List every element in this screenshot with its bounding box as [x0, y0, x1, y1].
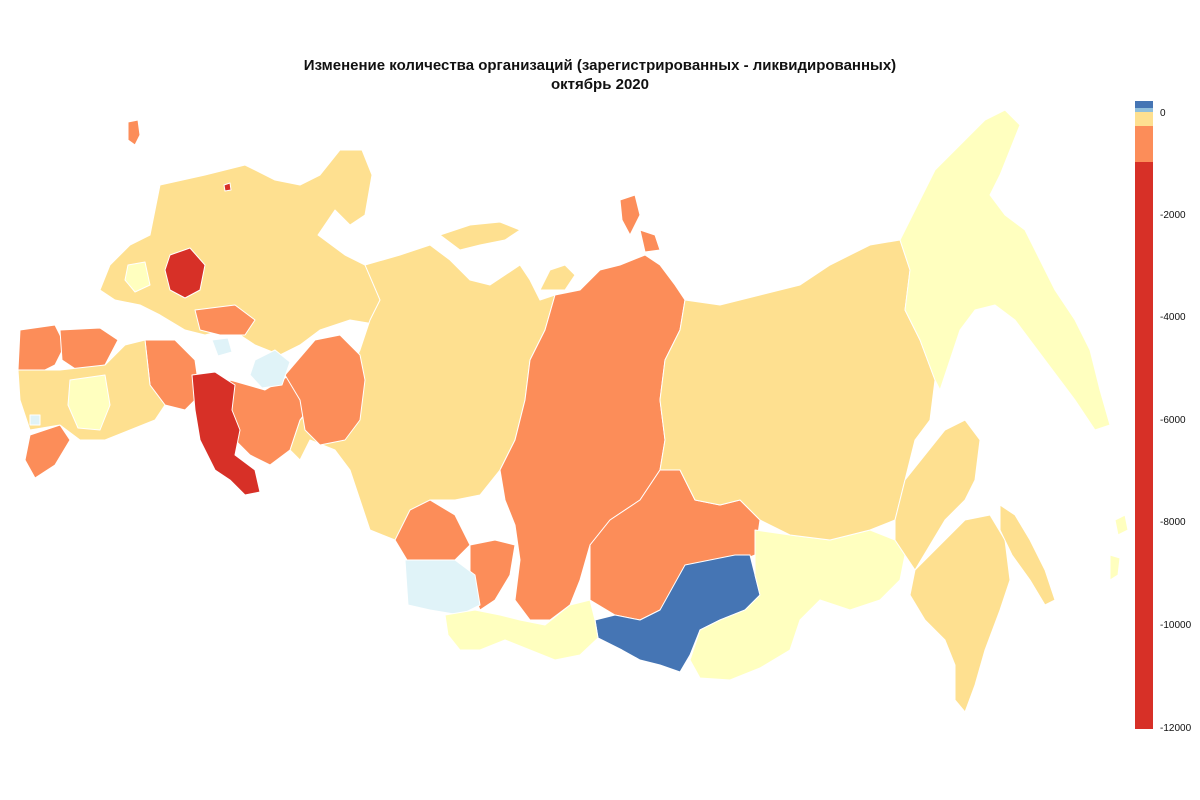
region-zabaykalsky [689, 529, 906, 681]
region-murmansk-red [223, 182, 232, 192]
region-novaya-zemlya [439, 221, 521, 251]
region-west-orange-1 [17, 324, 66, 376]
region-pale-blue-1 [249, 349, 291, 389]
title-line-1: Изменение количества организаций (зареги… [303, 57, 897, 74]
legend-tick-minus-6000: -6000 [1160, 415, 1186, 426]
region-far-east-pale [899, 109, 1111, 431]
legend-tick-minus-8000: -8000 [1160, 517, 1186, 528]
legend-tick-minus-2000: -2000 [1160, 210, 1186, 221]
region-amur-primorye [909, 514, 1011, 713]
region-nw-orange [194, 304, 256, 336]
region-buryatia [594, 554, 761, 673]
title-line-2: октябрь 2020 [551, 76, 649, 93]
legend-band-orange [1135, 126, 1153, 162]
legend-band-dark-blue [1135, 101, 1153, 108]
legend-band-dark-red [1135, 162, 1153, 729]
region-south-belt-pale [444, 599, 599, 661]
region-volga-orange [284, 334, 366, 446]
region-altai-pale-blue [404, 559, 481, 616]
region-small-island-east [1109, 554, 1121, 581]
region-sakhalin [999, 504, 1056, 606]
region-north-island-orange-2 [639, 229, 661, 253]
region-pale-blue-3 [29, 414, 41, 426]
legend-tick-minus-4000: -4000 [1160, 312, 1186, 323]
region-khabarovsk [894, 419, 981, 571]
region-west-pale [67, 374, 111, 431]
region-pale-blue-2 [211, 337, 233, 357]
region-dark-red-south [191, 371, 261, 496]
legend-band-mid-blue [1135, 108, 1153, 112]
region-north-island-orange [619, 194, 641, 236]
region-kaliningrad [127, 119, 141, 146]
legend-tick-minus-10000: -10000 [1160, 620, 1192, 631]
legend-tick-minus-12000: -12000 [1160, 723, 1192, 734]
region-sw-orange [24, 424, 71, 479]
region-yakutia [659, 239, 936, 541]
region-moscow [164, 247, 206, 299]
region-west-pale-2 [124, 261, 151, 293]
region-small-island-east-2 [1114, 514, 1129, 536]
legend-band-pale-yellow [1135, 112, 1153, 126]
region-yamal-pale [539, 264, 576, 291]
legend-tick-0: 0 [1160, 108, 1166, 119]
